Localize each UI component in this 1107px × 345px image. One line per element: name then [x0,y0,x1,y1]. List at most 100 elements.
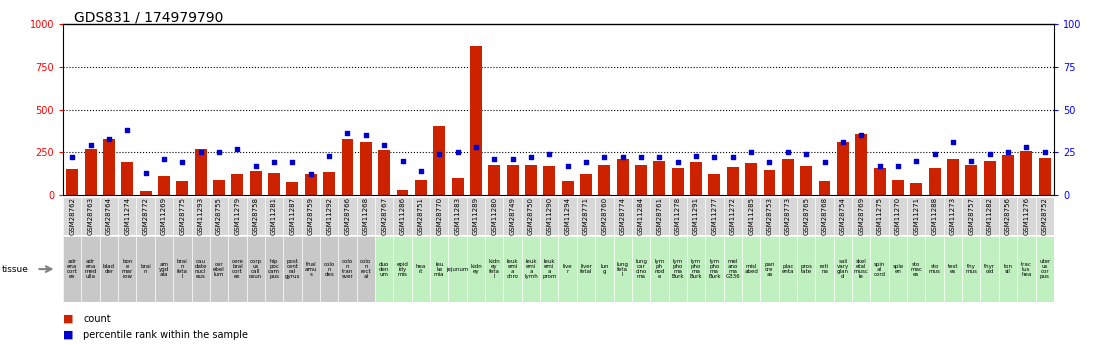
Bar [929,168,941,195]
Text: ■: ■ [63,330,73,339]
Bar [965,165,977,195]
Bar [580,175,592,195]
Bar [1035,236,1054,302]
Text: GSM11282: GSM11282 [986,197,993,235]
Text: GSM28753: GSM28753 [766,197,773,235]
Text: GSM11289: GSM11289 [473,197,479,235]
Bar [158,176,170,195]
Text: post
cent
ral
gyrus: post cent ral gyrus [284,259,300,279]
Bar [1021,150,1033,195]
Text: GSM28751: GSM28751 [417,197,424,235]
Text: bon
e
mar
row: bon e mar row [122,259,133,279]
Bar [396,190,408,195]
Text: GSM11279: GSM11279 [235,197,240,235]
Bar [761,197,778,235]
Point [118,127,136,133]
Text: kidn
ey
feta
l: kidn ey feta l [488,259,500,279]
Bar [213,179,225,195]
Bar [268,173,280,195]
Bar [635,165,646,195]
Bar [1017,197,1035,235]
Text: GSM28763: GSM28763 [87,197,94,235]
Bar [577,197,596,235]
Text: GSM11294: GSM11294 [565,197,570,235]
Bar [525,165,537,195]
Bar [393,236,412,302]
Bar [173,197,192,235]
Text: leu
ke
mia: leu ke mia [434,262,445,277]
Bar [118,236,136,302]
Bar [467,197,485,235]
Text: GSM11284: GSM11284 [638,197,644,235]
Point [614,155,632,160]
Text: GSM28773: GSM28773 [785,197,790,235]
Point [889,163,907,169]
Point [705,155,723,160]
Bar [82,236,100,302]
Bar [800,166,813,195]
Point [174,160,192,165]
Bar [1038,158,1051,195]
Bar [228,236,247,302]
Bar [63,197,82,235]
Bar [873,168,886,195]
Text: thal
amu
s: thal amu s [304,262,317,277]
Bar [173,236,192,302]
Bar [596,197,613,235]
Bar [122,162,133,195]
Text: leuk
emi
a
prom: leuk emi a prom [542,259,557,279]
Point [283,160,301,165]
Text: jejunum: jejunum [446,267,468,272]
Bar [962,197,981,235]
Text: trac
tus
hea: trac tus hea [1021,262,1032,277]
Point [871,163,889,169]
Bar [669,197,687,235]
Bar [379,150,390,195]
Bar [705,236,724,302]
Text: GSM11280: GSM11280 [492,197,497,235]
Text: liver
fetal: liver fetal [580,264,592,274]
Text: GSM11281: GSM11281 [271,197,277,235]
Bar [946,159,959,195]
Text: kidn
ey: kidn ey [470,264,482,274]
Text: lung
feta
l: lung feta l [617,262,629,277]
Text: GSM28769: GSM28769 [858,197,865,235]
Bar [356,236,375,302]
Bar [504,197,521,235]
Bar [231,174,244,195]
Text: GSM11283: GSM11283 [455,197,461,235]
Bar [981,236,999,302]
Point [485,156,503,162]
Text: colo
n
tran
sver: colo n tran sver [342,259,353,279]
Bar [650,197,669,235]
Bar [521,197,540,235]
Point [320,153,338,158]
Text: blad
der: blad der [103,264,115,274]
Bar [889,236,907,302]
Bar [558,197,577,235]
Text: pros
tate: pros tate [800,264,813,274]
Bar [999,236,1017,302]
Bar [834,197,852,235]
Text: GSM28760: GSM28760 [601,197,608,235]
Text: sple
en: sple en [892,264,903,274]
Point [540,151,558,157]
Text: plac
enta: plac enta [782,264,794,274]
Text: GSM28764: GSM28764 [106,197,112,235]
Text: lung
car
cino
ma: lung car cino ma [635,259,648,279]
Text: lym
ph
nod
e: lym ph nod e [654,259,664,279]
Bar [650,236,669,302]
Bar [687,197,705,235]
Point [467,144,485,150]
Text: GSM28750: GSM28750 [528,197,534,235]
Text: GSM28749: GSM28749 [509,197,516,235]
Bar [925,197,944,235]
Bar [724,236,742,302]
Text: am
ygd
ala: am ygd ala [159,262,169,277]
Bar [617,159,629,195]
Bar [301,236,320,302]
Bar [320,236,339,302]
Bar [745,163,757,195]
Point [302,172,320,177]
Text: colo
n
des: colo n des [323,262,334,277]
